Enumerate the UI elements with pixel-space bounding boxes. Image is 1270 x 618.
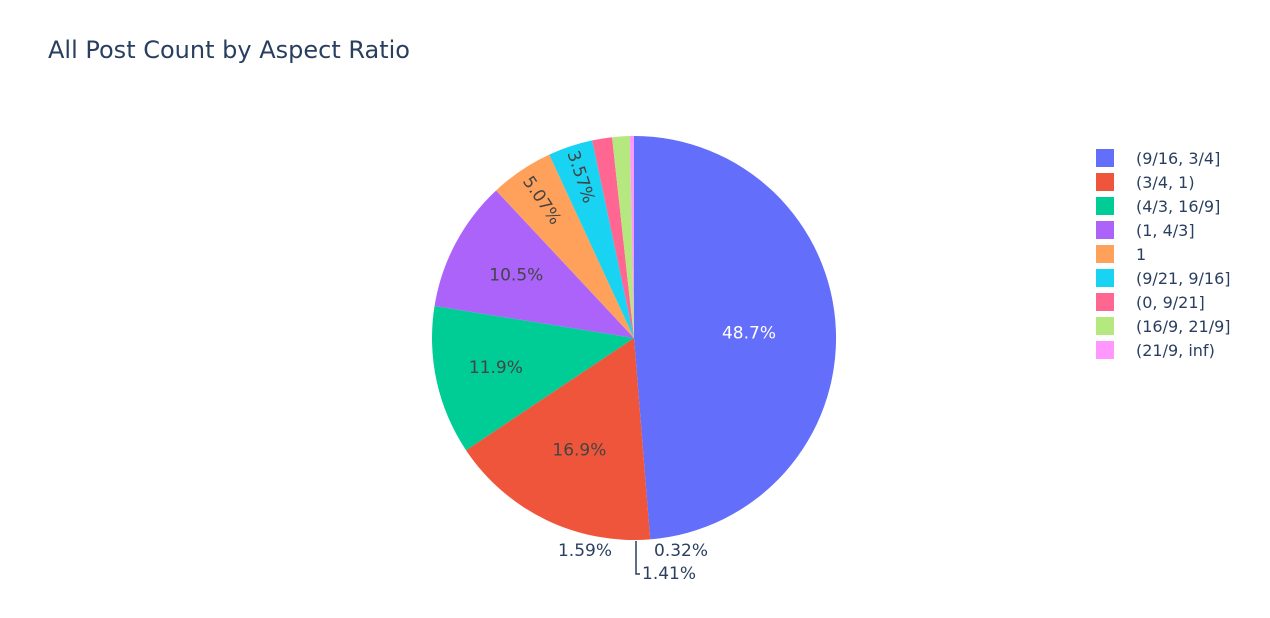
legend-item-1-4-3[interactable]: (1, 4/3] [1096,218,1231,242]
legend-item-21-9-inf[interactable]: (21/9, inf) [1096,338,1231,362]
pie-callout-line-16-9-21-9 [635,541,640,575]
legend-swatch [1096,245,1114,263]
legend-item-9-16-3-4[interactable]: (9/16, 3/4] [1096,146,1231,170]
pie-label-3-4-1: 16.9% [552,441,606,461]
chart-title: All Post Count by Aspect Ratio [48,36,410,64]
legend-label: (3/4, 1) [1136,172,1195,192]
legend-label: (9/16, 3/4] [1136,148,1221,168]
legend-label: (21/9, inf) [1136,340,1215,360]
pie-slice-9-16-3-4[interactable] [634,136,837,540]
pie-slice-4-3-16-9[interactable] [432,306,634,451]
pie-slice-1[interactable] [496,154,634,338]
pie-label-1-4-3: 10.5% [489,265,543,285]
legend-swatch [1096,173,1114,191]
legend-label: (4/3, 16/9] [1136,196,1221,216]
legend-label: (16/9, 21/9] [1136,316,1231,336]
legend-label: (0, 9/21] [1136,292,1205,312]
legend-item-0-9-21[interactable]: (0, 9/21] [1096,290,1231,314]
pie-label-9-16-3-4: 48.7% [722,323,776,343]
pie-label-16-9-21-9: 1.41% [642,564,696,584]
legend: (9/16, 3/4] (3/4, 1) (4/3, 16/9] (1, 4/3] 1 (… [1096,146,1231,362]
pie-slice-1-4-3[interactable] [434,190,634,338]
legend-item-3-4-1[interactable]: (3/4, 1) [1096,170,1231,194]
pie-slice-21-9-inf[interactable] [629,136,634,338]
legend-item-1[interactable]: 1 [1096,242,1231,266]
legend-swatch [1096,197,1114,215]
pie-slice-16-9-21-9[interactable] [612,136,634,338]
legend-swatch [1096,269,1114,287]
pie-slice-9-21-9-16[interactable] [549,140,634,338]
legend-swatch [1096,317,1114,335]
legend-label: (1, 4/3] [1136,220,1195,240]
legend-swatch [1096,221,1114,239]
legend-label: (9/21, 9/16] [1136,268,1231,288]
pie-label-0-9-21: 1.59% [558,541,612,561]
legend-item-4-3-16-9[interactable]: (4/3, 16/9] [1096,194,1231,218]
pie-slices [432,136,837,541]
legend-swatch [1096,341,1114,359]
legend-item-16-9-21-9[interactable]: (16/9, 21/9] [1096,314,1231,338]
pie-label-21-9-inf: 0.32% [654,541,708,561]
pie-slice-3-4-1[interactable] [466,338,651,541]
legend-item-9-21-9-16[interactable]: (9/21, 9/16] [1096,266,1231,290]
legend-swatch [1096,293,1114,311]
legend-label: 1 [1136,244,1147,264]
legend-swatch [1096,149,1114,167]
pie-label-4-3-16-9: 11.9% [469,358,523,378]
pie-slice-0-9-21[interactable] [592,137,634,338]
